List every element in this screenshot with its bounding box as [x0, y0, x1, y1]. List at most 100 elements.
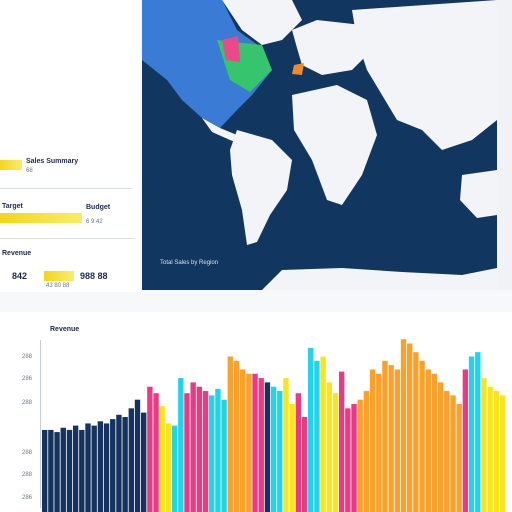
chart-bar	[431, 373, 438, 512]
chart-bar	[437, 382, 444, 512]
antarctica-shape	[262, 268, 497, 290]
chart-bar	[233, 360, 240, 512]
chart-bar	[184, 393, 190, 512]
y-tick: 288	[22, 450, 33, 456]
chart-bar	[215, 388, 221, 512]
chart-bar	[450, 395, 456, 512]
chart-bar	[239, 369, 246, 512]
chart-bar	[116, 414, 122, 512]
chart-bar	[60, 427, 66, 512]
greenland-shape	[222, 0, 302, 45]
chart-bar	[475, 352, 481, 512]
stat-sub-2: 6 9 42	[86, 219, 103, 225]
chart-bar	[122, 416, 128, 512]
chart-bar	[147, 386, 153, 512]
stat-row-value-2: Budget	[86, 204, 111, 211]
chart-bar	[332, 393, 339, 512]
y-axis-line	[40, 340, 41, 508]
stat-value-3-right: 988 88	[80, 271, 108, 281]
chart-bar	[171, 425, 178, 512]
chart-bar	[97, 421, 104, 512]
asia-shape	[352, 0, 497, 150]
chart-bar	[227, 356, 233, 512]
chart-bar	[196, 386, 203, 512]
chart-bar	[326, 382, 332, 512]
chart-bar	[264, 382, 271, 512]
chart-bar	[165, 423, 172, 512]
divider-2	[0, 238, 135, 239]
chart-bar	[462, 369, 469, 512]
chart-bar	[134, 399, 141, 512]
map-scroll-strip	[497, 0, 512, 290]
africa-shape	[292, 85, 377, 205]
chart-bar	[301, 416, 308, 512]
chart-bar	[72, 425, 79, 512]
chart-bar	[314, 360, 320, 512]
europe-orange-marker	[292, 63, 304, 75]
chart-bar	[295, 393, 302, 512]
chart-bar	[369, 369, 376, 512]
chart-bar	[382, 360, 388, 512]
world-map[interactable]: Total Sales by Region	[142, 0, 497, 290]
chart-bar	[499, 395, 506, 512]
chart-bar	[54, 432, 60, 512]
chart-bar	[85, 423, 91, 512]
chart-bar	[190, 382, 196, 512]
chart-bar	[394, 369, 401, 512]
chart-bar	[209, 395, 215, 512]
chart-bar	[79, 429, 85, 512]
north-america-pink-region	[222, 36, 240, 62]
stat-row-label-1: Sales Summary	[26, 158, 79, 165]
chart-bar	[128, 408, 134, 512]
chart-bar	[258, 378, 264, 512]
divider-1	[0, 188, 132, 189]
chart-bar	[246, 373, 252, 512]
stat-sub-1: 68	[26, 168, 33, 174]
stat-bar-2	[0, 213, 82, 223]
chart-bar	[407, 343, 413, 512]
chart-bar	[153, 393, 159, 512]
left-stats-panel: Sales Summary 68 Target Budget 6 9 42 Re…	[0, 0, 140, 292]
australia-shape	[460, 170, 497, 218]
chart-bar	[91, 425, 97, 512]
chart-bar	[221, 399, 227, 512]
y-tick: 286	[22, 376, 33, 382]
chart-bar	[468, 356, 475, 512]
chart-bar	[376, 373, 382, 512]
stat-value-3-left: 842	[12, 271, 28, 281]
chart-bar	[289, 404, 295, 512]
stat-bar-1	[0, 160, 22, 170]
chart-bar	[345, 408, 351, 512]
chart-bar	[270, 386, 277, 512]
y-tick: 286	[22, 495, 33, 501]
chart-bar	[400, 339, 407, 512]
chart-bar	[283, 378, 289, 512]
y-tick: 288	[22, 354, 33, 360]
chart-title: Revenue	[50, 326, 80, 333]
north-america-shape	[142, 0, 272, 128]
chart-bar	[277, 391, 283, 512]
chart-bar	[320, 356, 326, 512]
chart-bar	[252, 373, 258, 512]
revenue-chart-panel: Revenue 288 286 288 288 288 286	[0, 312, 512, 512]
chart-bar	[48, 429, 54, 512]
y-tick: 288	[22, 472, 33, 478]
chart-bar	[413, 352, 419, 512]
stat-sub-3: 43 80 88	[46, 283, 70, 289]
chart-bar	[202, 391, 209, 512]
south-america-shape	[230, 130, 292, 245]
central-america-shape	[202, 118, 242, 145]
chart-bar	[357, 399, 363, 512]
chart-bar	[159, 406, 165, 512]
chart-bar	[351, 404, 357, 512]
chart-bar	[493, 391, 500, 512]
chart-bar	[456, 404, 462, 512]
chart-bar	[42, 429, 48, 512]
chart-bar	[308, 347, 314, 512]
chart-bar	[178, 378, 184, 512]
chart-bar	[363, 391, 370, 512]
stat-bar-3	[44, 271, 74, 281]
chart-bar	[140, 412, 147, 512]
stat-row-title-3: Revenue	[2, 250, 32, 257]
chart-bar	[66, 429, 73, 512]
